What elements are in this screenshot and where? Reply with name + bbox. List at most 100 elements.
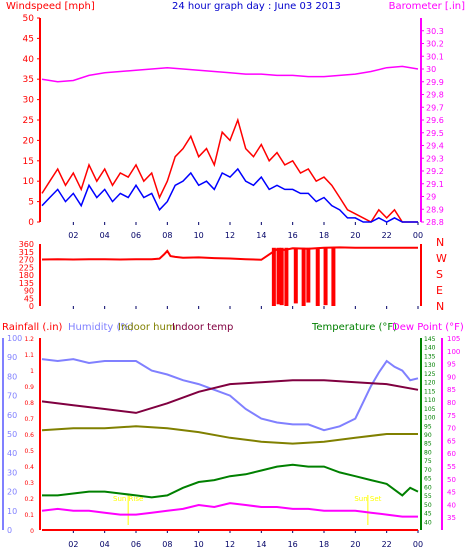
barometer-tick-label: 29.8 — [426, 91, 444, 100]
dewpoint-tick-label: 55 — [447, 463, 456, 471]
direction-tick-label: 315 — [19, 248, 34, 257]
humidity-tick-label: 30 — [7, 468, 17, 477]
rain-tick-label: 0.3 — [24, 480, 34, 487]
x-tick-label: 10 — [194, 231, 204, 240]
panel3-series-1 — [41, 379, 419, 414]
direction-tick-label: 45 — [24, 294, 34, 303]
humidity-tick-label: 40 — [7, 449, 17, 458]
compass-label: S — [436, 268, 443, 281]
panel3-series-3 — [42, 463, 419, 499]
rain-tick-label: 0.7 — [24, 416, 34, 423]
compass-label: N — [436, 236, 444, 249]
x-tick-label: 00 — [413, 540, 423, 549]
x-tick-label: 20 — [350, 231, 360, 240]
x-tick-label: 20 — [350, 540, 360, 549]
dewpoint-tick-label: 95 — [447, 361, 456, 369]
temperature-tick-label: 65 — [424, 476, 432, 483]
wind-tick-label: 5 — [28, 198, 34, 208]
barometer-tick-label: 30 — [426, 65, 436, 74]
temperature-tick-label: 70 — [424, 467, 432, 474]
x-tick-label: 08 — [162, 231, 172, 240]
rain-tick-label: 0.2 — [24, 496, 34, 503]
temperature-tick-label: 100 — [424, 415, 436, 422]
wind-tick-label: 25 — [23, 116, 34, 126]
direction-spike — [293, 247, 298, 304]
wind-tick-label: 35 — [23, 75, 34, 85]
temperature-tick-label: 55 — [424, 493, 432, 500]
x-tick-label: 04 — [100, 231, 110, 240]
rain-tick-label: 0.8 — [24, 400, 34, 407]
direction-series-0 — [41, 246, 418, 261]
direction-tick-label: 270 — [19, 256, 34, 265]
temperature-tick-label: 95 — [424, 423, 432, 430]
compass-label: N — [436, 300, 444, 313]
x-tick-label: 06 — [131, 540, 141, 549]
x-tick-label: 22 — [382, 540, 392, 549]
rain-tick-label: 1 — [30, 368, 34, 375]
dewpoint-tick-label: 35 — [447, 514, 456, 522]
temperature-tick-label: 45 — [424, 511, 432, 518]
direction-spike — [306, 247, 311, 303]
x-tick-label: 14 — [256, 231, 266, 240]
direction-spike — [279, 247, 284, 306]
panel1-series-2 — [41, 65, 419, 83]
temperature-tick-label: 50 — [424, 502, 432, 509]
x-tick-label: 18 — [319, 540, 329, 549]
panel3-series-0 — [41, 358, 419, 432]
panel3-series-4 — [41, 502, 418, 518]
barometer-tick-label: 29.1 — [426, 180, 444, 189]
temperature-tick-label: 75 — [424, 458, 432, 465]
temperature-tick-label: 110 — [424, 397, 436, 404]
barometer-tick-label: 29.5 — [426, 129, 444, 138]
humidity-tick-label: 60 — [7, 411, 17, 420]
barometer-tick-label: 29.4 — [426, 142, 444, 151]
x-tick-label: 16 — [288, 540, 298, 549]
plot-layer: 0510152025303540455028.828.92929.129.229… — [2, 14, 460, 549]
x-tick-label: 12 — [225, 231, 235, 240]
temperature-tick-label: 40 — [424, 519, 432, 526]
humidity-tick-label: 80 — [7, 372, 17, 381]
dewpoint-tick-label: 40 — [447, 501, 456, 509]
chart-title: 24 hour graph day : June 03 2013 — [172, 1, 341, 12]
rain-tick-label: 1.1 — [24, 352, 34, 359]
temperature-tick-label: 90 — [424, 432, 432, 439]
barometer-tick-label: 29.6 — [426, 116, 444, 125]
rain-tick-label: 0.1 — [24, 512, 34, 519]
humidity-tick-label: 100 — [7, 334, 22, 343]
x-tick-label: 00 — [413, 231, 423, 240]
indoor-temp-label: Indoor temp — [172, 322, 233, 333]
humidity-tick-label: 20 — [7, 488, 17, 497]
temperature-tick-label: 140 — [424, 345, 436, 352]
rain-tick-label: 0.4 — [24, 464, 34, 471]
x-tick-label: 12 — [225, 540, 235, 549]
dewpoint-tick-label: 60 — [447, 450, 456, 458]
barometer-tick-label: 29 — [426, 193, 436, 202]
dewpoint-tick-label: 75 — [447, 412, 456, 420]
dewpoint-tick-label: 80 — [447, 399, 456, 407]
direction-tick-label: 180 — [19, 271, 34, 280]
direction-spike — [331, 247, 336, 306]
sun-annotation: Sun Rise — [113, 495, 143, 503]
humidity-tick-label: 50 — [7, 430, 17, 439]
barometer-tick-label: 29.3 — [426, 154, 444, 163]
rain-tick-label: 0.5 — [24, 448, 34, 455]
barometer-tick-label: 29.7 — [426, 103, 444, 112]
humidity-tick-label: 10 — [7, 507, 17, 516]
rain-tick-label: 1.2 — [24, 336, 34, 343]
barometer-tick-label: 28.9 — [426, 205, 444, 214]
direction-spike — [323, 247, 328, 306]
temperature-label: Temperature (°F) — [311, 322, 397, 333]
panel3-series-2 — [41, 425, 418, 445]
barometer-tick-label: 29.2 — [426, 167, 444, 176]
humidity-tick-label: 0 — [7, 526, 12, 535]
direction-spike — [276, 247, 281, 305]
humidity-tick-label: 70 — [7, 392, 17, 401]
indoor-hum-label: Indoor hum — [118, 322, 176, 333]
temperature-tick-label: 135 — [424, 353, 436, 360]
x-tick-label: 22 — [382, 231, 392, 240]
x-tick-label: 10 — [194, 540, 204, 549]
temperature-tick-label: 85 — [424, 441, 432, 448]
direction-spike — [301, 247, 306, 306]
direction-spike — [271, 247, 276, 306]
